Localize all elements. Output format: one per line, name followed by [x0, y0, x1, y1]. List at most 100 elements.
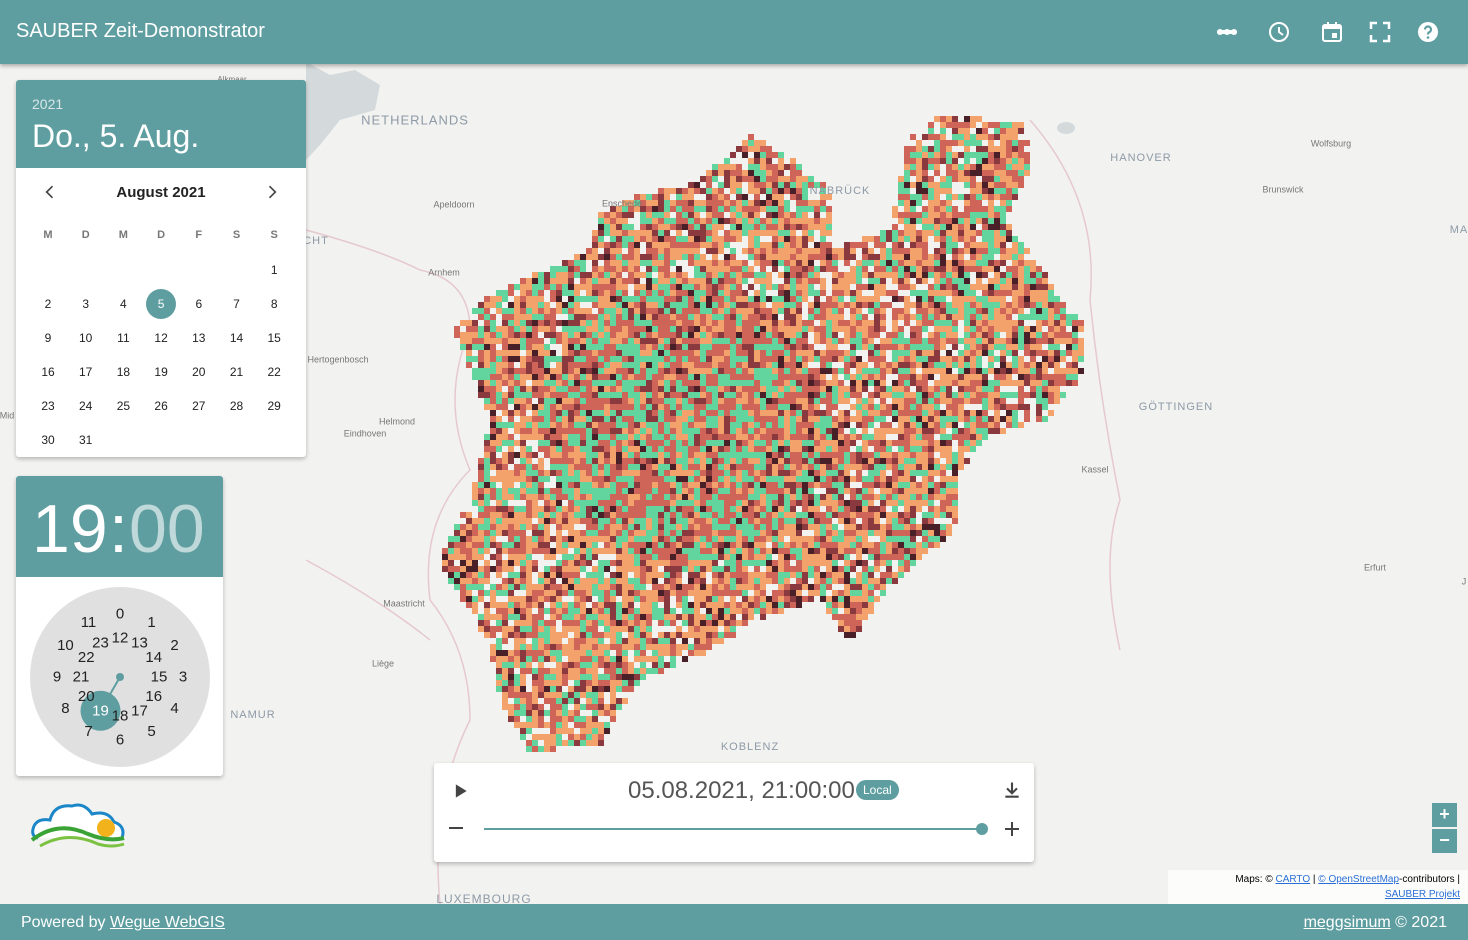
hour-number[interactable]: 22 — [78, 649, 95, 666]
map-borders — [305, 119, 1121, 905]
play-button[interactable] — [450, 781, 470, 801]
minute[interactable]: 00 — [129, 491, 205, 567]
day[interactable]: 7 — [233, 297, 240, 311]
date-picker-header: 2021 Do., 5. Aug. — [16, 80, 306, 168]
help-button[interactable] — [1416, 20, 1440, 44]
day[interactable]: 15 — [267, 331, 281, 345]
zoom-in[interactable]: + — [1432, 803, 1457, 827]
map-label: Kassel — [1081, 464, 1108, 474]
day[interactable]: 13 — [192, 331, 206, 345]
day[interactable]: 30 — [41, 433, 55, 447]
zoom-out[interactable]: − — [1432, 829, 1457, 853]
next-month[interactable] — [262, 182, 282, 202]
hour-number[interactable]: 1 — [147, 614, 155, 631]
map-label: Helmond — [379, 416, 415, 426]
map-label: HANOVER — [1110, 152, 1171, 164]
day[interactable]: 21 — [229, 365, 244, 379]
wegue-link[interactable]: Wegue WebGIS — [109, 914, 225, 931]
day[interactable]: 28 — [229, 399, 244, 413]
hour-number[interactable]: 23 — [92, 635, 109, 652]
day[interactable]: 10 — [79, 331, 93, 345]
day[interactable]: 16 — [41, 365, 55, 379]
map-labels: NETHERLANDS HANOVER Wolfsburg Apeldoorn Ensc… — [0, 75, 1468, 906]
carto-link[interactable]: CARTO — [1275, 874, 1311, 885]
day[interactable]: 24 — [79, 399, 93, 413]
map-label: MA — [1450, 224, 1468, 236]
project-link[interactable]: SAUBER Projekt — [1384, 889, 1460, 900]
hour-number[interactable]: 9 — [53, 669, 61, 686]
day[interactable]: 25 — [116, 399, 131, 413]
hour-number[interactable]: 10 — [57, 637, 74, 654]
weekday: S — [232, 229, 241, 241]
step-forward[interactable] — [1004, 821, 1020, 837]
measure-button[interactable] — [1215, 20, 1239, 44]
hour-number[interactable]: 19 — [92, 702, 109, 719]
day[interactable]: 6 — [195, 297, 203, 311]
separator: : — [109, 491, 128, 567]
day[interactable]: 3 — [82, 297, 90, 311]
hour-number[interactable]: 16 — [145, 688, 162, 705]
hour[interactable]: 19 — [32, 491, 108, 567]
weekday: M — [43, 229, 53, 241]
day[interactable]: 17 — [79, 365, 93, 379]
day[interactable]: 29 — [267, 399, 281, 413]
prev-month[interactable] — [40, 182, 60, 202]
map-label: KOBLENZ — [721, 741, 779, 753]
day[interactable]: 19 — [154, 365, 168, 379]
hour-number[interactable]: 14 — [145, 649, 162, 666]
map-label: NAMUR — [230, 709, 275, 721]
step-back[interactable] — [448, 820, 464, 836]
hour-number[interactable]: 0 — [116, 606, 124, 623]
attribution-prefix: Maps: © — [1235, 874, 1273, 885]
hour-number[interactable]: 17 — [131, 702, 148, 719]
map-label: Hertogenbosch — [307, 354, 368, 364]
hour-number[interactable]: 3 — [179, 669, 187, 686]
year[interactable]: 2021 — [32, 96, 64, 112]
day[interactable]: 26 — [154, 399, 168, 413]
hour-number[interactable]: 2 — [170, 637, 178, 654]
day[interactable]: 9 — [44, 331, 52, 345]
author-link[interactable]: meggsimum — [1303, 914, 1391, 931]
day[interactable]: 4 — [120, 297, 127, 311]
day[interactable]: 2 — [44, 297, 52, 311]
day[interactable]: 8 — [270, 297, 278, 311]
weekday: S — [270, 229, 278, 241]
hour-number[interactable]: 6 — [116, 732, 124, 749]
month-title[interactable]: August 2021 — [116, 184, 206, 201]
hour-number[interactable]: 5 — [147, 723, 155, 740]
selected-date: Do., 5. Aug. — [32, 118, 200, 154]
date-button[interactable] — [1320, 20, 1344, 44]
day[interactable]: 14 — [229, 331, 244, 345]
hour-number[interactable]: 13 — [131, 635, 148, 652]
day[interactable]: 22 — [267, 365, 281, 379]
osm-link[interactable]: © OpenStreetMap — [1318, 874, 1400, 885]
hour-number[interactable]: 20 — [78, 688, 95, 705]
day[interactable]: 23 — [41, 399, 55, 413]
day[interactable]: 1 — [270, 263, 278, 277]
day[interactable]: 12 — [154, 331, 168, 345]
map-label: Liège — [372, 658, 394, 668]
time-slider[interactable] — [484, 821, 994, 837]
map-label: Maastricht — [383, 598, 425, 608]
day[interactable]: 11 — [117, 331, 130, 345]
day[interactable]: 31 — [79, 433, 93, 447]
day[interactable]: 27 — [192, 399, 206, 413]
hour-number[interactable]: 7 — [84, 723, 92, 740]
hour-number[interactable]: 15 — [151, 669, 168, 686]
hour-number[interactable]: 11 — [81, 614, 97, 631]
day[interactable]: 5 — [146, 289, 177, 319]
hour-number[interactable]: 21 — [73, 669, 90, 686]
map-label: NABRÜCK — [810, 185, 871, 197]
hour-number[interactable]: 8 — [61, 700, 69, 717]
day[interactable]: 18 — [116, 365, 131, 379]
download-button[interactable] — [1002, 779, 1022, 801]
fullscreen-button[interactable] — [1368, 20, 1392, 44]
hour-number[interactable]: 12 — [112, 630, 129, 647]
hour-number[interactable]: 18 — [112, 708, 129, 725]
hour-number[interactable]: 4 — [170, 700, 178, 717]
time-button[interactable] — [1267, 20, 1291, 44]
day[interactable]: 20 — [192, 365, 206, 379]
